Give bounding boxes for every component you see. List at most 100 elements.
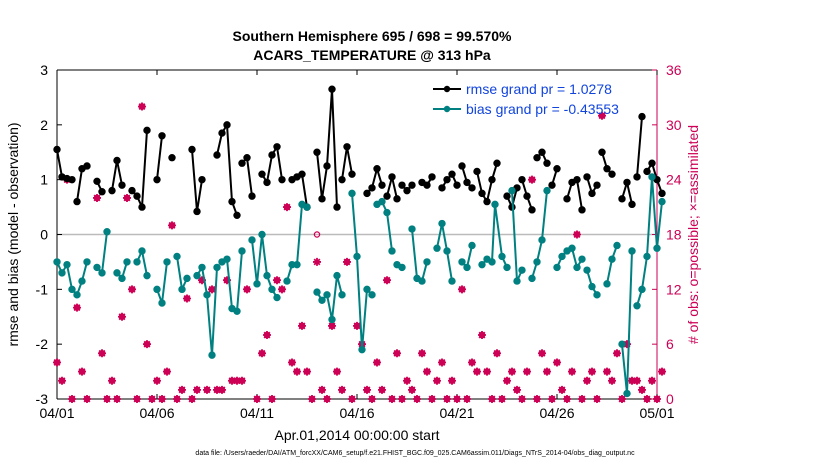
- obs-assimilated-point: [528, 175, 536, 184]
- rmse-point: [553, 165, 561, 173]
- obs-assimilated-point: [268, 395, 276, 403]
- rmse-point: [518, 175, 526, 184]
- bias-point: [498, 252, 506, 261]
- bias-point: [558, 252, 566, 261]
- rmse-point: [453, 181, 461, 189]
- y-tick-label: 0: [40, 227, 48, 243]
- obs-assimilated-point: [148, 395, 156, 403]
- y2-tick-label: 12: [666, 281, 682, 297]
- bias-point: [53, 258, 61, 266]
- obs-assimilated-point: [68, 395, 76, 403]
- rmse-point: [363, 189, 371, 198]
- rmse-point: [383, 192, 391, 200]
- bias-point: [113, 269, 121, 277]
- rmse-point: [463, 178, 471, 187]
- bias-point: [603, 280, 611, 288]
- bias-point: [133, 258, 141, 266]
- obs-assimilated-point: [228, 376, 236, 385]
- x-tick-label: 04/26: [539, 405, 574, 421]
- rmse-point: [228, 197, 236, 206]
- bias-point: [258, 230, 266, 239]
- rmse-point: [93, 177, 101, 186]
- y2-tick-label: 18: [666, 227, 682, 243]
- obs-assimilated-point: [203, 385, 211, 394]
- obs-assimilated-point: [243, 285, 251, 294]
- rmse-point: [483, 197, 491, 206]
- bias-point: [363, 285, 371, 294]
- rmse-point: [323, 162, 331, 170]
- rmse-point: [138, 203, 146, 211]
- obs-assimilated-point: [308, 395, 316, 403]
- bias-point: [153, 285, 161, 294]
- rmse-point: [548, 181, 556, 189]
- y-tick-label: -1: [36, 281, 49, 297]
- obs-assimilated-point: [288, 358, 296, 367]
- rmse-line: [441, 172, 458, 189]
- obs-assimilated-point: [418, 349, 426, 358]
- obs-assimilated-point: [208, 285, 216, 294]
- x-tick-label: 04/06: [139, 405, 174, 421]
- obs-assimilated-point: [338, 385, 346, 394]
- rmse-point: [428, 173, 436, 181]
- bias-point: [543, 186, 551, 195]
- obs-assimilated-point: [548, 395, 556, 403]
- bias-point: [203, 291, 211, 299]
- rmse-point: [573, 175, 581, 184]
- obs-assimilated-point: [313, 257, 321, 266]
- rmse-point: [298, 170, 306, 178]
- bias-line: [436, 223, 453, 282]
- obs-assimilated-point: [493, 349, 501, 358]
- obs-assimilated-point: [303, 367, 311, 376]
- bias-point: [443, 247, 451, 255]
- obs-possible-point: [313, 231, 321, 238]
- rmse-point: [493, 159, 501, 167]
- rmse-line: [366, 165, 383, 195]
- rmse-point: [478, 189, 486, 198]
- rmse-point: [218, 129, 226, 137]
- obs-assimilated-point: [433, 376, 441, 385]
- rmse-point: [458, 162, 466, 170]
- bias-point: [178, 285, 186, 294]
- obs-assimilated-point: [438, 358, 446, 367]
- rmse-point: [143, 126, 151, 135]
- obs-assimilated-point: [613, 349, 621, 358]
- obs-assimilated-point: [168, 221, 176, 230]
- bias-point: [508, 186, 516, 195]
- bias-point: [658, 197, 666, 206]
- rmse-point: [628, 200, 636, 209]
- obs-assimilated-point: [458, 285, 466, 294]
- bias-point: [348, 189, 356, 198]
- obs-assimilated-point: [173, 395, 181, 403]
- obs-assimilated-point: [588, 367, 596, 376]
- bias-point: [163, 258, 171, 266]
- y-axis-label: rmse and bias (model - observation): [5, 122, 21, 346]
- obs-assimilated-point: [448, 376, 456, 385]
- bias-point: [143, 271, 151, 280]
- bias-point: [553, 263, 561, 272]
- rmse-point: [68, 175, 76, 184]
- rmse-point: [233, 211, 241, 220]
- obs-assimilated-point: [133, 395, 141, 403]
- obs-assimilated-point: [488, 395, 496, 403]
- bias-point: [583, 266, 591, 274]
- rmse-point: [128, 186, 136, 195]
- bias-point: [193, 271, 201, 280]
- y-tick-label: 1: [40, 172, 48, 188]
- bias-point: [618, 340, 626, 348]
- obs-assimilated-point: [423, 367, 431, 376]
- obs-assimilated-point: [508, 367, 516, 376]
- obs-assimilated-point: [343, 257, 351, 266]
- bias-point: [103, 228, 111, 236]
- y2-axis-label: # of obs: o=possible; ×=assimilated: [685, 125, 701, 344]
- rmse-point: [438, 184, 446, 192]
- obs-assimilated-point: [593, 395, 601, 403]
- rmse-point: [98, 188, 106, 196]
- x-tick-label: 04/01: [39, 405, 74, 421]
- rmse-point: [523, 192, 531, 200]
- rmse-line: [636, 116, 643, 178]
- obs-assimilated-point: [658, 367, 666, 376]
- obs-assimilated-point: [463, 395, 471, 403]
- bias-point: [68, 285, 76, 294]
- bias-point: [448, 277, 456, 285]
- bias-point: [353, 252, 361, 261]
